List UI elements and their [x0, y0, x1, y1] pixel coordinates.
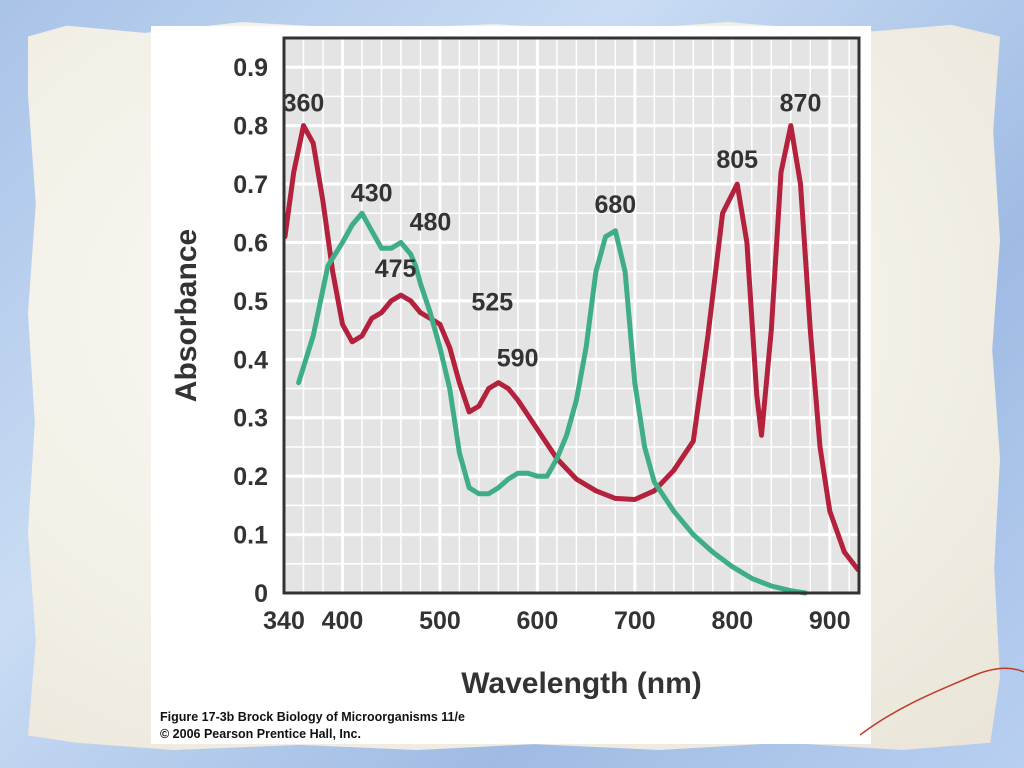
peak-label: 430 [351, 179, 393, 207]
figure-caption: Figure 17-3b Brock Biology of Microorgan… [160, 709, 465, 743]
peak-labels: 360 430 480 475 525 590 680 805 870 [283, 90, 822, 373]
y-tick-label: 0.6 [233, 229, 268, 257]
absorbance-chart: 0 0.1 0.2 0.3 0.4 0.5 0.6 0.7 0.8 0.9 340 400 500 60… [170, 36, 861, 700]
peak-label: 480 [410, 208, 452, 236]
figure-panel: 0 0.1 0.2 0.3 0.4 0.5 0.6 0.7 0.8 0.9 340 400 500 60… [151, 26, 871, 744]
series-line-1 [282, 123, 861, 573]
x-tick-label: 900 [809, 607, 851, 635]
series-group [282, 123, 861, 596]
y-tick-labels: 0 0.1 0.2 0.3 0.4 0.5 0.6 0.7 0.8 0.9 [233, 54, 268, 608]
x-tick-label: 600 [517, 607, 559, 635]
grid-lines [284, 38, 859, 593]
y-tick-label: 0.5 [233, 288, 268, 316]
peak-label: 525 [471, 288, 513, 316]
x-tick-labels: 340 400 500 600 700 800 900 [263, 607, 850, 635]
peak-label: 360 [283, 90, 325, 118]
y-tick-label: 0.4 [233, 346, 268, 374]
y-axis-label: Absorbance [170, 229, 203, 402]
y-tick-label: 0.3 [233, 405, 268, 433]
peak-label: 870 [780, 90, 822, 118]
x-tick-label: 340 [263, 607, 305, 635]
y-tick-label: 0.2 [233, 463, 268, 491]
x-tick-label: 800 [711, 607, 753, 635]
x-tick-label: 500 [419, 607, 461, 635]
y-tick-label: 0.1 [233, 522, 268, 550]
y-tick-label: 0.8 [233, 113, 268, 141]
peak-label: 475 [375, 255, 417, 283]
y-tick-label: 0 [254, 580, 268, 608]
x-axis-label: Wavelength (nm) [461, 667, 702, 700]
y-tick-label: 0.9 [233, 54, 268, 82]
series-line-2 [296, 210, 808, 596]
x-tick-label: 400 [322, 607, 364, 635]
plot-frame [282, 36, 861, 595]
peak-label: 680 [594, 191, 636, 219]
caption-line-2: © 2006 Pearson Prentice Hall, Inc. [160, 727, 361, 741]
caption-line-1: Figure 17-3b Brock Biology of Microorgan… [160, 710, 465, 724]
x-tick-label: 700 [614, 607, 656, 635]
y-tick-label: 0.7 [233, 171, 268, 199]
peak-label: 805 [716, 146, 758, 174]
peak-label: 590 [497, 345, 539, 373]
